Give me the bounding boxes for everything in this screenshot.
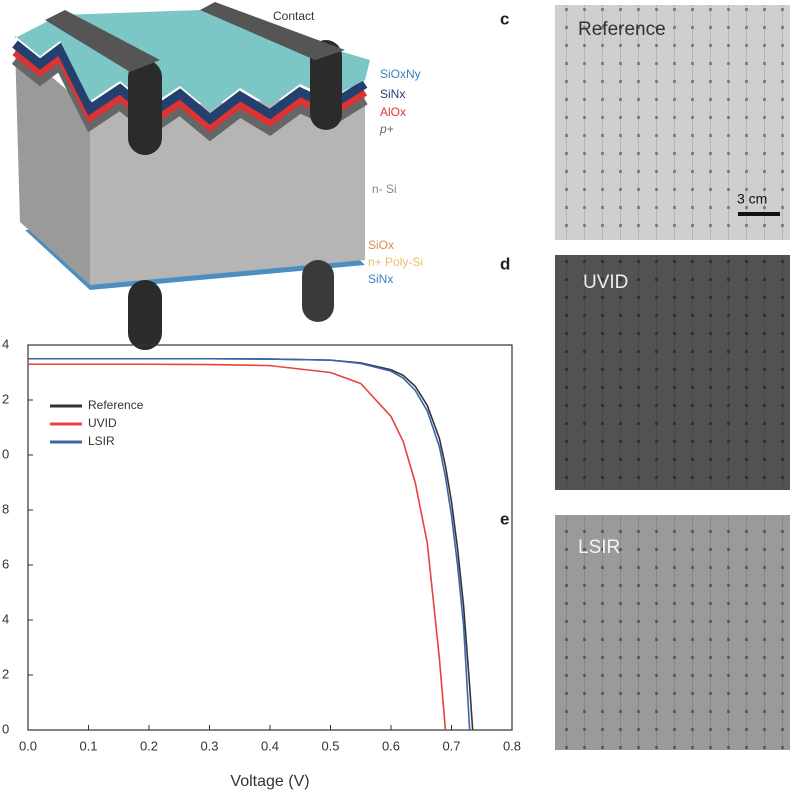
x-tick-label: 0.0 bbox=[19, 738, 37, 753]
y-tick-label: 0 bbox=[2, 721, 9, 736]
y-tick-label: 6 bbox=[2, 556, 9, 571]
label-alox: AlOx bbox=[380, 105, 406, 119]
el-grid bbox=[555, 255, 790, 490]
y-tick-label: 4 bbox=[2, 336, 9, 351]
legend-label: UVID bbox=[88, 416, 117, 430]
iv-curve bbox=[28, 357, 471, 731]
scale-bar bbox=[738, 212, 780, 216]
x-tick-label: 0.6 bbox=[382, 738, 400, 753]
label-sinx: SiNx bbox=[380, 87, 405, 101]
panel-letter: c bbox=[500, 9, 509, 28]
x-tick-label: 0.3 bbox=[200, 738, 218, 753]
y-tick-label: 0 bbox=[2, 446, 9, 461]
legend-label: LSIR bbox=[88, 434, 115, 448]
y-tick-label: 2 bbox=[2, 391, 9, 406]
y-tick-label: 8 bbox=[2, 501, 9, 516]
label-nsi: n- Si bbox=[372, 182, 397, 196]
scale-label: 3 cm bbox=[737, 191, 767, 207]
label-p: p+ bbox=[379, 122, 394, 136]
panel-letter: d bbox=[500, 254, 510, 273]
cell-diagram bbox=[11, 2, 370, 350]
label-contact: Contact bbox=[273, 9, 315, 23]
label-sinx-bottom: SiNx bbox=[368, 272, 393, 286]
el-grid bbox=[555, 515, 790, 750]
x-tick-label: 0.8 bbox=[503, 738, 521, 753]
el-grid bbox=[555, 5, 790, 240]
iv-curve bbox=[28, 357, 474, 731]
panel-letter: e bbox=[500, 509, 509, 528]
legend-label: Reference bbox=[88, 398, 144, 412]
panel-label: UVID bbox=[583, 272, 628, 293]
label-siox: SiOx bbox=[368, 238, 394, 252]
x-tick-label: 0.2 bbox=[140, 738, 158, 753]
label-sioxny: SiOxNy bbox=[380, 67, 421, 81]
panel-label: LSIR bbox=[578, 537, 620, 558]
y-tick-label: 2 bbox=[2, 666, 9, 681]
x-axis-label: Voltage (V) bbox=[230, 773, 309, 790]
x-tick-label: 0.5 bbox=[321, 738, 339, 753]
x-tick-label: 0.7 bbox=[442, 738, 460, 753]
x-tick-label: 0.4 bbox=[261, 738, 279, 753]
panel-label: Reference bbox=[578, 19, 666, 40]
y-tick-label: 4 bbox=[2, 611, 9, 626]
iv-curve bbox=[28, 363, 447, 731]
x-tick-label: 0.1 bbox=[79, 738, 97, 753]
label-npoly: n+ Poly-Si bbox=[368, 255, 423, 269]
